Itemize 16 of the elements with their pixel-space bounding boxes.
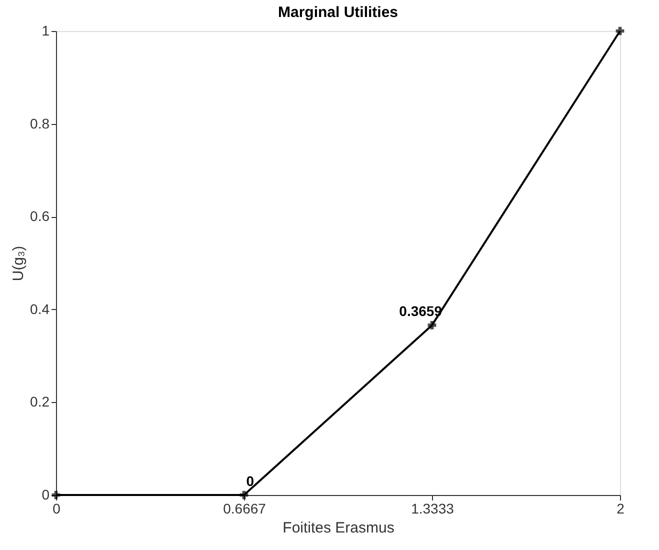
data-label: 0.3659	[399, 303, 442, 320]
x-tick-label: 1.3333	[411, 500, 454, 516]
y-tick-label: 0.2	[30, 394, 50, 410]
y-axis-title: U(g₃)	[10, 246, 28, 282]
x-tick-label: 2	[616, 500, 625, 516]
y-tick-label: 0.8	[30, 115, 50, 132]
data-label: 0	[246, 473, 254, 489]
y-tick-label: 0	[42, 486, 50, 502]
y-tick-label: 0.6	[30, 208, 50, 224]
point	[428, 321, 436, 330]
y-tick-label: 1	[42, 22, 50, 38]
x-tick-label: 0	[52, 500, 61, 516]
y-tick-label: 0.4	[30, 300, 50, 317]
chart-title: Marginal Utilities	[278, 4, 398, 21]
x-axis-title: Foitites Erasmus	[282, 520, 394, 536]
x-tick-label: 0.6667	[223, 500, 266, 516]
